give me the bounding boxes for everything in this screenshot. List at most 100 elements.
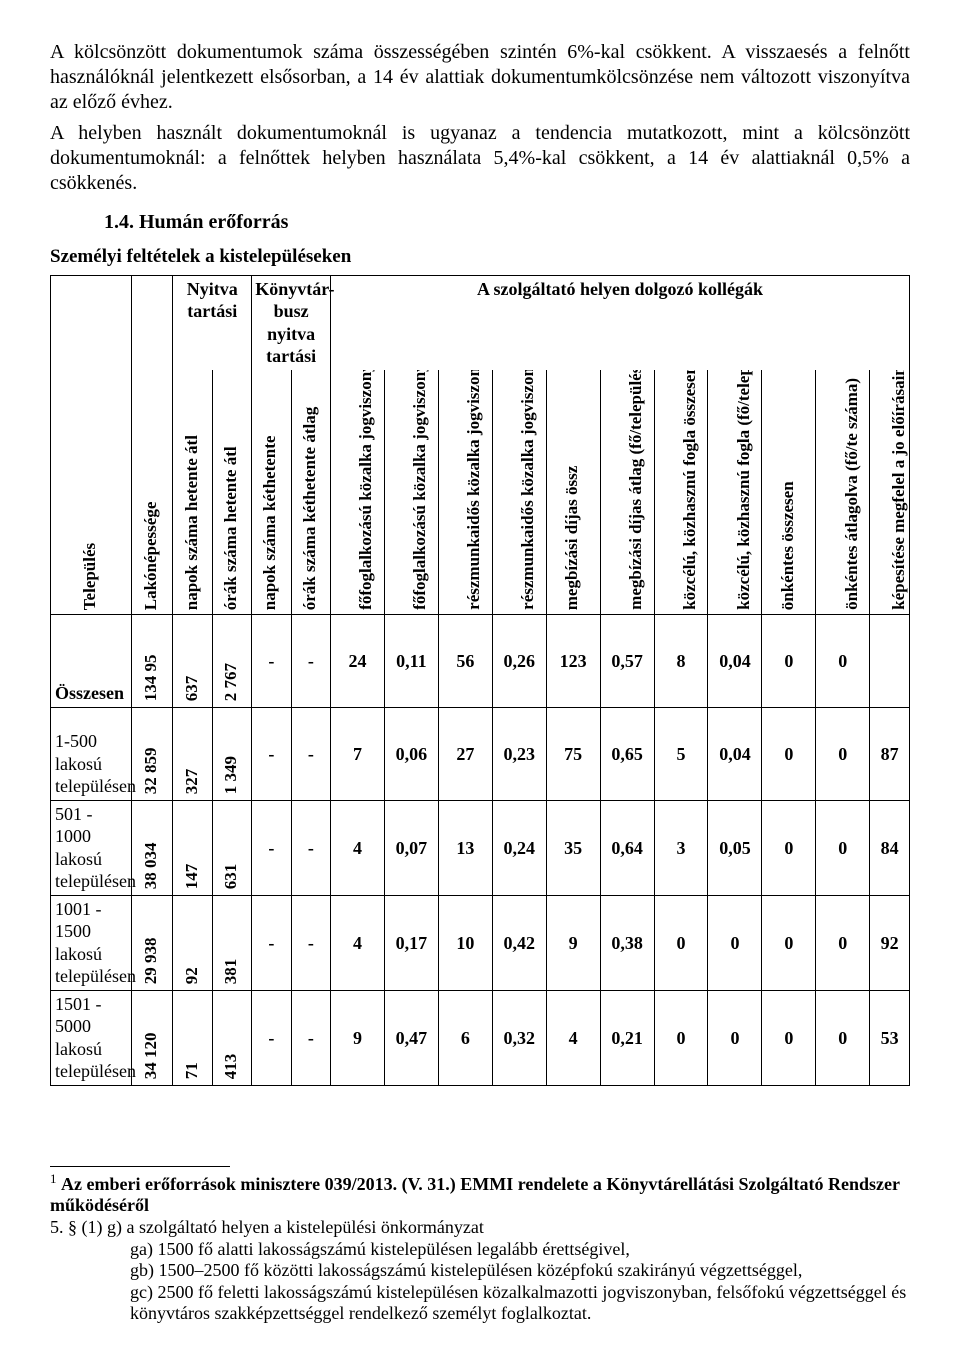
table-cell: 0 [762, 614, 816, 707]
table-cell: 4 [546, 990, 600, 1085]
table-cell: 3 [654, 800, 708, 895]
col-napok-het: napok száma hetente átl [173, 370, 212, 615]
table-cell: 1 349 [212, 707, 251, 800]
footnote-rule [50, 1166, 230, 1167]
table-cell: - [291, 895, 330, 990]
table-cell: 0 [762, 990, 816, 1085]
col-napok-ket: napok száma kéthetente [252, 370, 291, 615]
group-busz: Könyvtár-busz nyitva tartási [252, 275, 331, 370]
table-cell: 0 [762, 707, 816, 800]
table-cell: - [291, 707, 330, 800]
col-fofogl-atl: főfoglalkozású közalka jogviszonyban átl… [384, 370, 438, 615]
table-cell: 0,04 [708, 614, 762, 707]
table-cell: 56 [438, 614, 492, 707]
col-onk-ossz: önkéntes összesen [762, 370, 816, 615]
table-cell: 75 [546, 707, 600, 800]
table-cell: 7 [331, 707, 385, 800]
table-cell: 1501 - 5000 lakosú településen [51, 990, 132, 1085]
col-kozc-atl: közcélú, közhasznú fogla (fő/települések… [708, 370, 762, 615]
table-cell: 53 [870, 990, 910, 1085]
footnote-line-2: ga) 1500 fő alatti lakosságszámú kistele… [50, 1239, 910, 1261]
col-megbiz-atl: megbízási díjas átlag (fő/települések sz… [600, 370, 654, 615]
intro-paragraph-1: A kölcsönzött dokumentumok száma összess… [50, 40, 910, 115]
table-subheading: Személyi feltételek a kistelepüléseken [50, 245, 910, 269]
col-orak-ket: órák száma kéthetente átlag [291, 370, 330, 615]
table-cell [870, 614, 910, 707]
table-cell: 27 [438, 707, 492, 800]
table-cell: - [252, 990, 291, 1085]
table-cell: 0 [816, 895, 870, 990]
table-row: 501 - 1000 lakosú településen38 03414763… [51, 800, 910, 895]
col-reszm-atl: részmunkaidős közalka jogviszonyban átla… [492, 370, 546, 615]
table-cell: 0 [708, 990, 762, 1085]
table-cell: - [252, 800, 291, 895]
table-cell: 631 [212, 800, 251, 895]
table-cell: - [252, 614, 291, 707]
table-cell: 0,32 [492, 990, 546, 1085]
table-cell: 9 [331, 990, 385, 1085]
footnote-line-1: 5. § (1) g) a szolgáltató helyen a kiste… [50, 1217, 484, 1237]
col-megbiz-ossz: megbízási díjas össz [546, 370, 600, 615]
table-cell: 0 [654, 895, 708, 990]
table-cell: 34 120 [131, 990, 172, 1085]
table-cell: 0,38 [600, 895, 654, 990]
table-cell: 13 [438, 800, 492, 895]
table-cell: 0,04 [708, 707, 762, 800]
table-cell: 501 - 1000 lakosú településen [51, 800, 132, 895]
footnote-line-4: gc) 2500 fő feletti lakosságszámú kistel… [50, 1282, 910, 1325]
group-kollegak: A szolgáltató helyen dolgozó kollégák [331, 275, 910, 370]
table-cell: 123 [546, 614, 600, 707]
table-cell: 10 [438, 895, 492, 990]
table-row: 1501 - 5000 lakosú településen34 1207141… [51, 990, 910, 1085]
col-telepules: Település [51, 275, 132, 614]
table-cell: 32 859 [131, 707, 172, 800]
section-heading: 1.4. Humán erőforrás [104, 210, 910, 235]
table-body: Összesen134 956372 767--240,11560,261230… [51, 614, 910, 1085]
table-cell: 0,26 [492, 614, 546, 707]
table-cell: 0,23 [492, 707, 546, 800]
table-cell: 92 [173, 895, 212, 990]
table-cell: 0,24 [492, 800, 546, 895]
table-cell: 2 767 [212, 614, 251, 707]
staff-table: Település Lakónépessége Nyitva tartási K… [50, 275, 910, 1086]
table-cell: 0,21 [600, 990, 654, 1085]
table-cell: 5 [654, 707, 708, 800]
col-kozc-ossz: közcélú, közhasznú fogla összesen (fő) [654, 370, 708, 615]
table-cell: 92 [870, 895, 910, 990]
footnote: 1 Az emberi erőforrások minisztere 039/2… [50, 1171, 910, 1325]
table-cell: 0 [654, 990, 708, 1085]
footnote-title: Az emberi erőforrások minisztere 039/201… [50, 1174, 900, 1216]
table-cell: 0,47 [384, 990, 438, 1085]
table-row: 1-500 lakosú településen32 8593271 349--… [51, 707, 910, 800]
table-cell: - [291, 614, 330, 707]
table-cell: 0,17 [384, 895, 438, 990]
table-cell: 4 [331, 895, 385, 990]
table-cell: 38 034 [131, 800, 172, 895]
table-cell: Összesen [51, 614, 132, 707]
table-cell: 29 938 [131, 895, 172, 990]
table-cell: 0 [762, 800, 816, 895]
table-cell: 4 [331, 800, 385, 895]
table-cell: - [252, 895, 291, 990]
group-nyitva: Nyitva tartási [173, 275, 252, 370]
table-cell: 0,64 [600, 800, 654, 895]
table-cell: 71 [173, 990, 212, 1085]
table-cell: 0 [708, 895, 762, 990]
table-cell: 0,42 [492, 895, 546, 990]
footnote-number: 1 [50, 1171, 57, 1186]
table-cell: 0,57 [600, 614, 654, 707]
table-cell: 24 [331, 614, 385, 707]
table-cell: 6 [438, 990, 492, 1085]
table-cell: - [291, 990, 330, 1085]
col-kepes: képesítése megfelel a jo előírásainak (%… [870, 370, 910, 615]
col-fofogl-ossz: főfoglalkozású közalka jogviszonyban öss… [331, 370, 385, 615]
table-cell: 0,05 [708, 800, 762, 895]
table-cell: 0 [816, 990, 870, 1085]
intro-paragraph-2: A helyben használt dokumentumoknál is ug… [50, 121, 910, 196]
table-cell: 9 [546, 895, 600, 990]
table-cell: 1-500 lakosú településen [51, 707, 132, 800]
col-lakonepesseg: Lakónépessége [131, 275, 172, 614]
table-cell: 381 [212, 895, 251, 990]
table-cell: 0,06 [384, 707, 438, 800]
table-cell: 1001 - 1500 lakosú településen [51, 895, 132, 990]
